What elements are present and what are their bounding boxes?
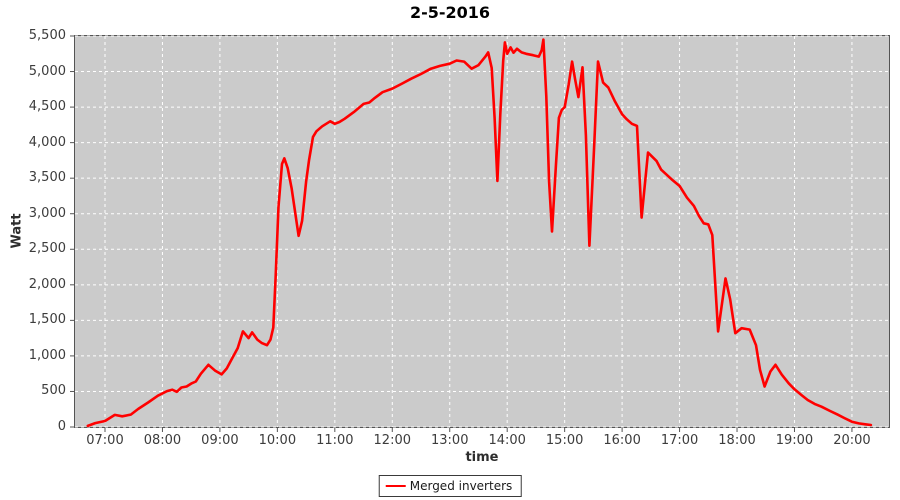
y-axis-title: Watt (9, 213, 25, 249)
y-tick-label: 5,500 (28, 28, 66, 43)
x-tick-label: 08:00 (143, 433, 182, 448)
x-axis-title: time (465, 450, 499, 465)
x-tick-label: 19:00 (775, 433, 814, 448)
y-tick-label: 500 (41, 383, 66, 399)
y-tick-label: 3,000 (28, 205, 66, 221)
y-tick-label: 3,500 (28, 170, 66, 186)
y-tick-label: 2,500 (28, 241, 66, 257)
legend-line-swatch (385, 485, 406, 487)
x-tick-label: 12:00 (373, 433, 411, 448)
x-tick-label: 07:00 (86, 433, 124, 448)
x-tick-label: 10:00 (258, 433, 297, 448)
y-tick-label: 0 (57, 419, 66, 434)
y-tick-label: 4,000 (28, 134, 66, 150)
y-tick-label: 1,000 (28, 347, 66, 363)
x-tick-label: 20:00 (833, 433, 871, 448)
y-tick-label: 5,000 (28, 63, 66, 79)
y-tick-label: 1,500 (28, 312, 66, 328)
legend: Merged inverters (378, 475, 522, 497)
x-tick-label: 18:00 (718, 433, 756, 448)
y-tick-label: 4,500 (28, 99, 66, 115)
y-tick-label: 2,000 (28, 276, 66, 292)
x-tick-label: 15:00 (545, 433, 584, 448)
x-tick-label: 17:00 (660, 433, 699, 448)
chart-title: 2-5-2016 (409, 3, 491, 22)
plot-area (70, 35, 890, 432)
plot-canvas (70, 35, 889, 432)
x-tick-label: 09:00 (201, 433, 239, 448)
series-line-merged-inverters (86, 38, 873, 428)
x-tick-label: 11:00 (316, 433, 354, 448)
x-tick-label: 13:00 (431, 433, 469, 448)
x-tick-label: 16:00 (603, 433, 641, 448)
legend-label: Merged inverters (409, 479, 513, 493)
x-tick-label: 14:00 (488, 433, 526, 448)
